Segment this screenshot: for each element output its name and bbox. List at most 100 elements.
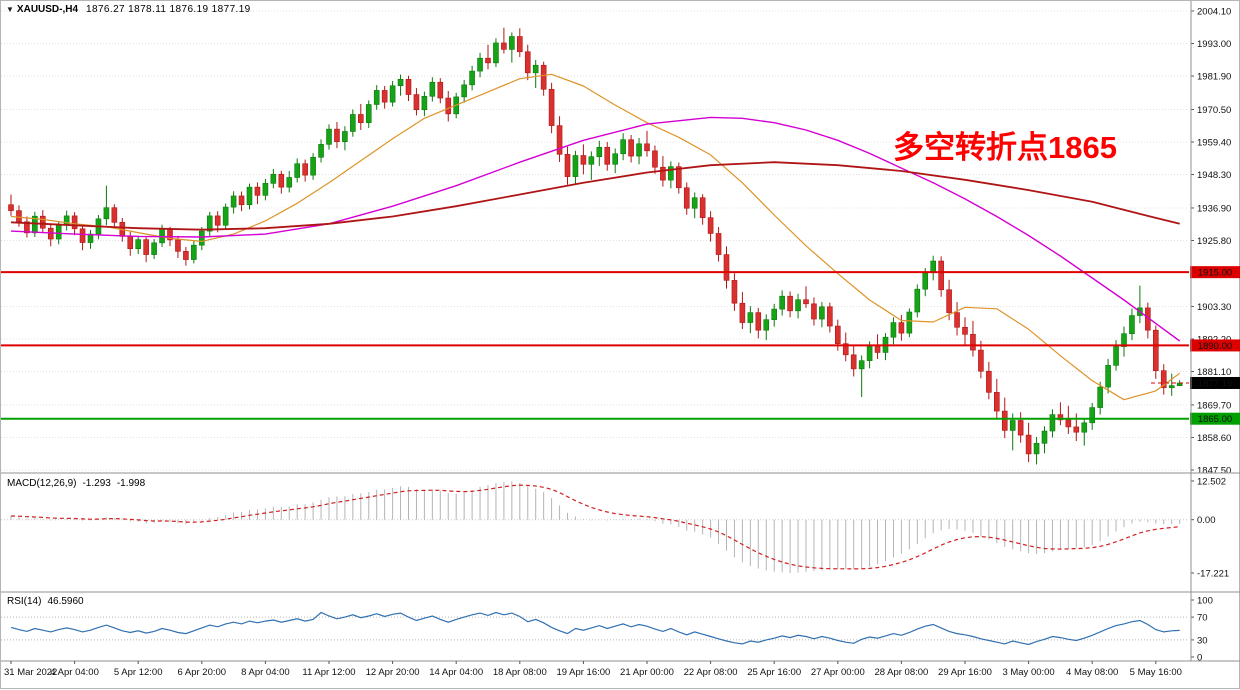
price-axis-label: 1936.90 xyxy=(1197,203,1231,214)
candle-down xyxy=(516,36,523,53)
candle-down xyxy=(898,322,905,334)
candle-up xyxy=(866,346,873,361)
candle-down xyxy=(413,94,420,111)
time-axis-label: 14 Apr 04:00 xyxy=(429,667,483,678)
candle-down xyxy=(143,239,149,255)
candle-up xyxy=(747,312,754,323)
candle-down xyxy=(238,195,245,206)
price-axis-label: 1925.80 xyxy=(1197,236,1231,247)
candle-up xyxy=(922,272,929,290)
candle-up xyxy=(1168,385,1175,388)
candle-up xyxy=(1129,315,1135,335)
macd-signal-line xyxy=(10,484,1180,570)
time-axis-label: 5 May 16:00 xyxy=(1130,667,1182,678)
candle-up xyxy=(779,295,785,310)
candle-down xyxy=(954,312,960,328)
candle-up xyxy=(620,139,626,155)
rsi-name: RSI(14) xyxy=(7,596,42,607)
candle-up xyxy=(318,144,324,158)
candle-up xyxy=(159,228,165,244)
candle-down xyxy=(660,166,666,181)
candle-down xyxy=(111,207,118,223)
candle-up xyxy=(1009,420,1016,431)
candle-up xyxy=(763,319,770,331)
candle-down xyxy=(16,210,22,223)
rsi-value: 46.5960 xyxy=(47,596,84,607)
time-axis-label: 31 Mar 2022 xyxy=(4,667,57,678)
candle-down xyxy=(24,221,30,234)
candle-down xyxy=(1073,426,1080,433)
candle-up xyxy=(421,95,428,111)
time-axis-label: 3 May 00:00 xyxy=(1002,667,1054,678)
candle-up xyxy=(103,207,110,220)
candle-down xyxy=(445,97,452,115)
candle-down xyxy=(71,215,78,230)
candle-up xyxy=(819,306,825,320)
candle-down xyxy=(548,88,555,126)
candle-down xyxy=(1017,420,1024,436)
candle-up xyxy=(906,311,913,334)
candle-down xyxy=(214,215,221,226)
time-axis-label: 27 Apr 00:00 xyxy=(811,667,865,678)
candle-down xyxy=(986,370,992,393)
candle-up xyxy=(930,260,937,274)
price-axis-label: 1869.70 xyxy=(1197,400,1231,411)
candle-up xyxy=(199,230,205,246)
ma-fast-orange-line xyxy=(10,73,1181,401)
candle-up xyxy=(858,360,865,370)
candle-up xyxy=(691,197,698,209)
price-axis-label: 1858.60 xyxy=(1197,433,1231,444)
price-axis-label: 1970.50 xyxy=(1197,105,1231,116)
candle-down xyxy=(827,306,833,327)
candle-up xyxy=(262,183,269,196)
price-level-badge xyxy=(1190,339,1240,352)
candle-down xyxy=(381,90,388,103)
candle-down xyxy=(723,254,730,281)
ma-slow-darkred-line xyxy=(10,161,1180,231)
price-level-badge xyxy=(1190,266,1240,279)
candle-up xyxy=(63,215,70,226)
candle-up xyxy=(365,104,372,123)
candle-up xyxy=(588,156,595,165)
price-level-badge-label: 1890.00 xyxy=(1198,341,1232,352)
candle-down xyxy=(970,333,976,351)
annotation-text[interactable]: 多空转折点1865 xyxy=(893,130,1117,165)
candle-up xyxy=(342,131,348,143)
candle-up xyxy=(1105,365,1111,388)
candle-down xyxy=(993,392,1000,412)
macd-axis-label: -17.221 xyxy=(1197,569,1229,580)
candle-up xyxy=(1081,422,1088,433)
candle-down xyxy=(524,51,531,74)
price-axis-labels: 2004.10 1993.00 1981.90 1970.50 1959.40 1948.… xyxy=(1191,7,1231,477)
candle-down xyxy=(811,303,817,320)
chart-shift-marker-icon[interactable]: ▼ xyxy=(6,5,14,14)
candle-up xyxy=(612,153,619,165)
time-axis-label: 12 Apr 20:00 xyxy=(366,667,420,678)
candle-down xyxy=(652,150,658,168)
candle-up xyxy=(397,78,404,87)
time-axis-label: 25 Apr 16:00 xyxy=(747,667,801,678)
candle-down xyxy=(580,155,587,165)
rsi-axis-label: 70 xyxy=(1197,613,1208,624)
price-axis-label: 1847.50 xyxy=(1197,466,1231,477)
candle-down xyxy=(675,166,682,189)
candle-up xyxy=(55,224,62,240)
symbol-timeframe-label: XAUUSD-,H4 xyxy=(16,4,79,15)
candle-up xyxy=(270,173,277,184)
candle-down xyxy=(127,236,134,250)
candle-up xyxy=(1041,430,1048,444)
candle-down xyxy=(556,125,563,155)
candle-up xyxy=(636,143,642,157)
macd-axis-label: 12.502 xyxy=(1197,477,1226,488)
candle-down xyxy=(938,260,944,291)
candle-up xyxy=(206,215,213,232)
candle-up xyxy=(429,81,436,97)
candle-down xyxy=(946,289,952,313)
candle-up xyxy=(572,155,579,177)
candle-up xyxy=(596,146,603,157)
macd-axis-label: 0.00 xyxy=(1197,515,1216,526)
candle-down xyxy=(334,128,340,143)
time-axis-label: 21 Apr 00:00 xyxy=(620,667,674,678)
